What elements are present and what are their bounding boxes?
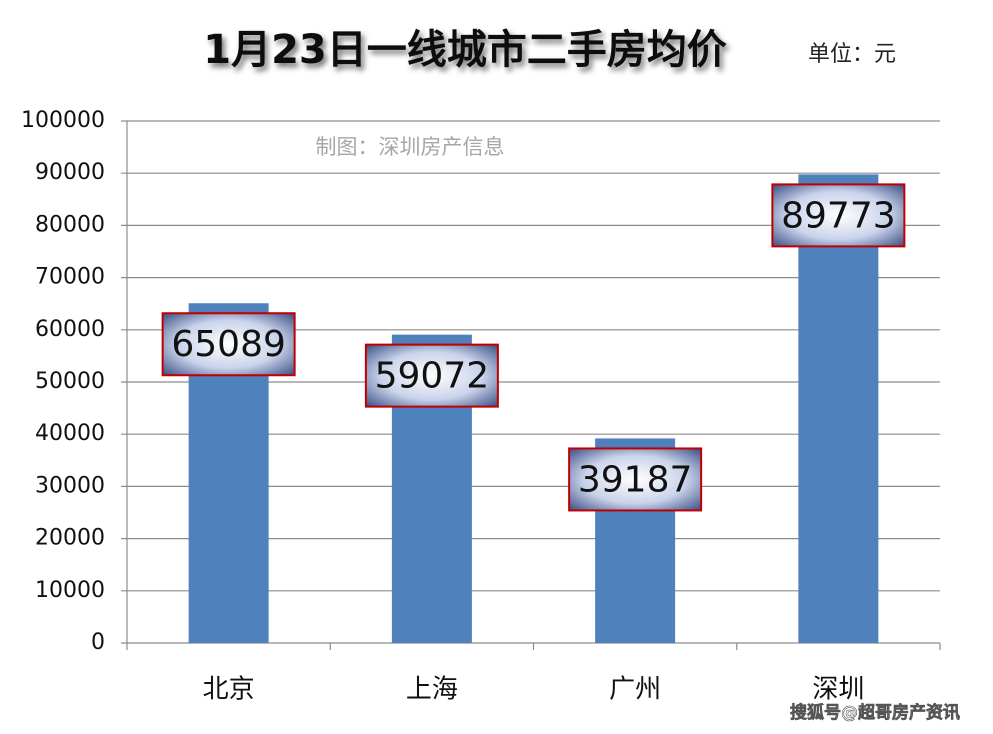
bar (798, 174, 879, 643)
y-tick-label: 40000 (35, 421, 105, 446)
data-label: 89773 (781, 195, 896, 236)
y-tick-label: 10000 (35, 578, 105, 603)
y-tick-label: 80000 (35, 212, 105, 237)
y-tick-label: 100000 (21, 108, 105, 133)
data-label-box (161, 312, 296, 377)
y-tick-label: 20000 (35, 526, 105, 551)
data-label-box (771, 183, 906, 248)
data-label: 59072 (375, 356, 490, 397)
chart-title: 1月23日一线城市二手房均价 (203, 27, 727, 73)
y-tick-label: 0 (91, 630, 105, 655)
data-label: 65089 (171, 324, 286, 365)
y-tick-label: 60000 (35, 317, 105, 342)
annotation: 制图：深圳房产信息 (316, 135, 505, 159)
x-tick-label: 深圳 (812, 675, 864, 705)
watermark: 搜狐号@超哥房产资讯 (790, 702, 960, 723)
y-tick-label: 50000 (35, 369, 105, 394)
data-label: 39187 (578, 459, 693, 500)
unit-label: 单位：元 (808, 42, 896, 67)
x-tick-label: 上海 (406, 675, 458, 705)
x-tick-label: 广州 (609, 675, 661, 705)
y-tick-label: 30000 (35, 473, 105, 498)
y-tick-label: 90000 (35, 160, 105, 185)
y-tick-label: 70000 (35, 265, 105, 290)
x-tick-label: 北京 (203, 675, 255, 705)
data-label-box (364, 343, 499, 408)
data-label-box (568, 447, 703, 512)
